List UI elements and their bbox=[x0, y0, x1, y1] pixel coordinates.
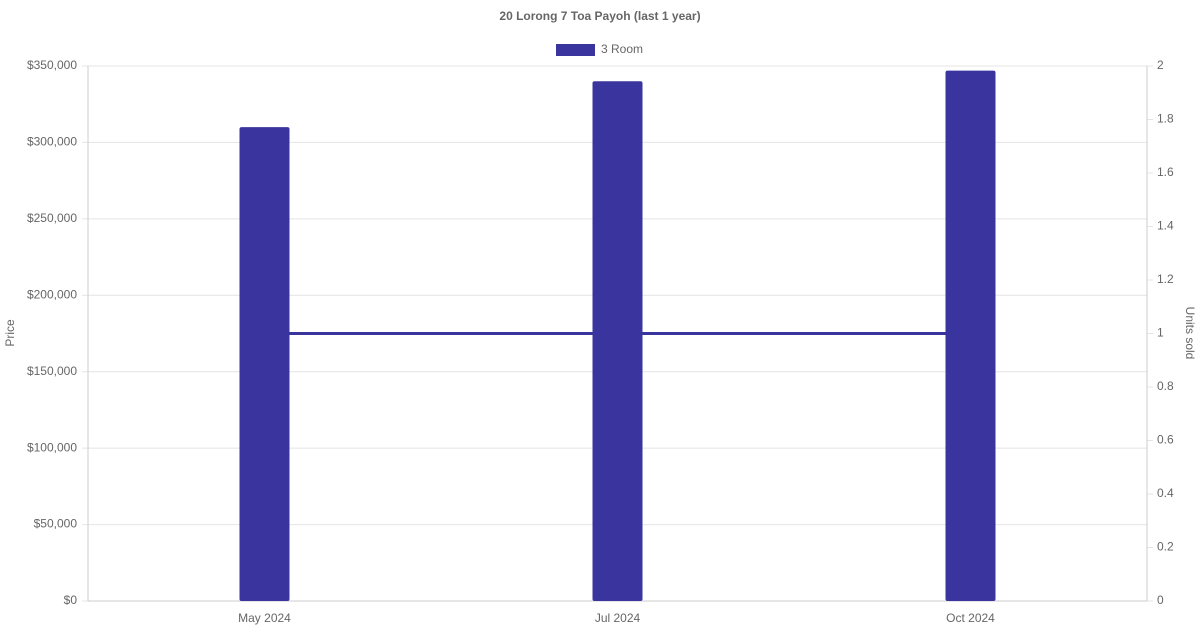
y2-tick-label: 1.6 bbox=[1157, 165, 1174, 179]
y-tick-label: $350,000 bbox=[27, 58, 77, 72]
legend-label: 3 Room bbox=[601, 42, 643, 56]
y-tick-label: $250,000 bbox=[27, 211, 77, 225]
chart-title: 20 Lorong 7 Toa Payoh (last 1 year) bbox=[499, 9, 700, 23]
y2-tick-label: 0.4 bbox=[1157, 486, 1174, 500]
x-tick-label: Oct 2024 bbox=[946, 611, 995, 625]
bar bbox=[945, 70, 996, 602]
y2-tick-label: 0.8 bbox=[1157, 379, 1174, 393]
x-tick-label: Jul 2024 bbox=[595, 611, 641, 625]
legend-swatch bbox=[556, 44, 595, 56]
y2-axis-title: Units sold bbox=[1183, 307, 1197, 360]
y-tick-label: $300,000 bbox=[27, 135, 77, 149]
y2-tick-label: 2 bbox=[1157, 58, 1164, 72]
bar bbox=[239, 127, 290, 602]
bar bbox=[592, 81, 643, 602]
y-tick-label: $150,000 bbox=[27, 364, 77, 378]
y2-tick-label: 0 bbox=[1157, 593, 1164, 607]
y-tick-label: $100,000 bbox=[27, 440, 77, 454]
y-tick-label: $200,000 bbox=[27, 287, 77, 301]
y2-tick-label: 1.4 bbox=[1157, 219, 1174, 233]
y-axis-title: Price bbox=[3, 319, 17, 347]
x-tick-label: May 2024 bbox=[238, 611, 291, 625]
y2-tick-label: 0.6 bbox=[1157, 433, 1174, 447]
y-tick-label: $50,000 bbox=[34, 517, 78, 531]
y2-tick-label: 1 bbox=[1157, 326, 1164, 340]
y2-tick-label: 1.2 bbox=[1157, 272, 1174, 286]
y2-tick-label: 1.8 bbox=[1157, 112, 1174, 126]
y2-tick-label: 0.2 bbox=[1157, 540, 1174, 554]
y-tick-label: $0 bbox=[64, 593, 78, 607]
